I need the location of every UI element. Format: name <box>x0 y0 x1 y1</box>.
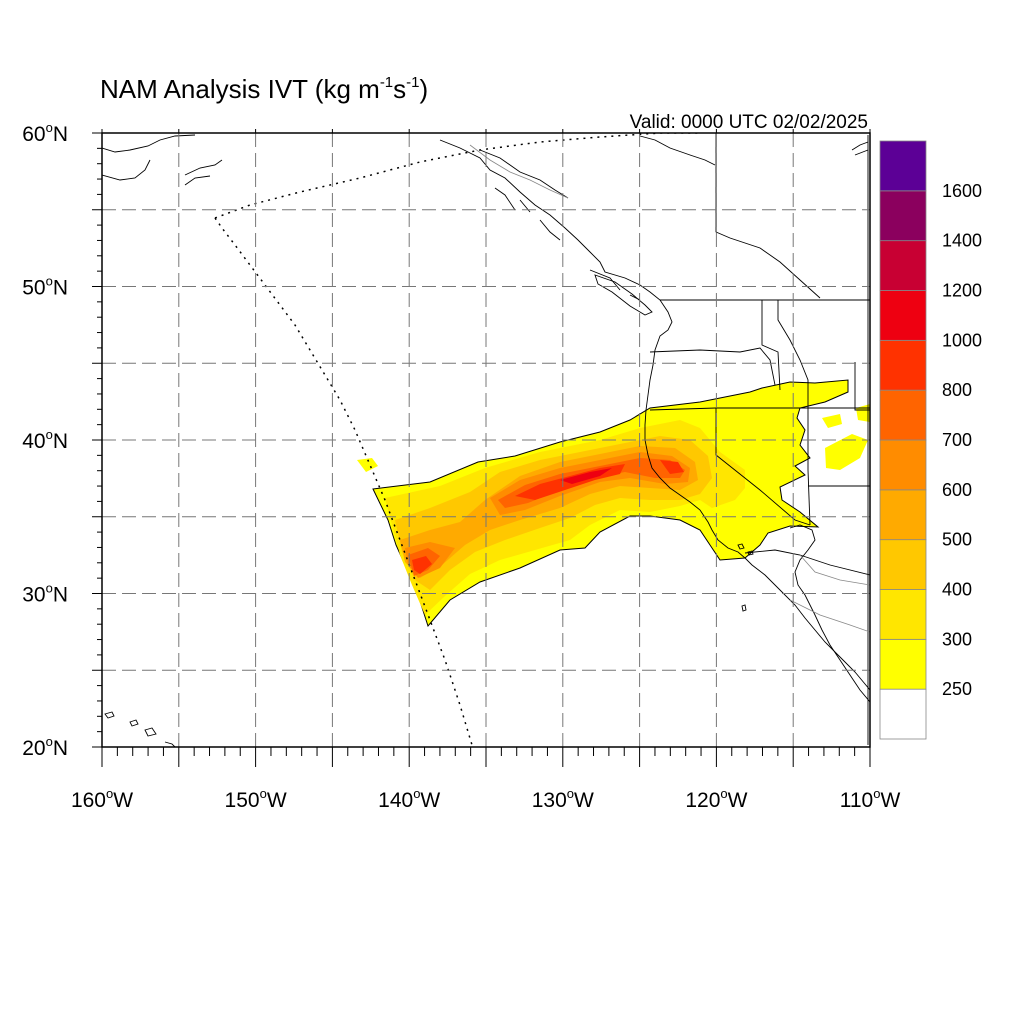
longitude-labels: 160oW 150oW 140oW 130oW 120oW 110oW <box>71 786 901 812</box>
coastline-hudson-bay-edge <box>851 141 869 156</box>
colorbar-label: 700 <box>942 430 972 450</box>
coastline-hawaii-3 <box>144 727 157 737</box>
lon-tick-label: 120oW <box>685 786 747 812</box>
degree-symbol: o <box>46 734 53 749</box>
degree-symbol: o <box>46 274 53 289</box>
ivt-contour-500 <box>400 446 698 578</box>
degree-symbol: o <box>46 427 53 442</box>
border-wa-or <box>649 347 776 386</box>
colorbar-label: 1200 <box>942 281 982 301</box>
border-canada-provinces <box>715 133 821 391</box>
border-ut <box>808 362 870 487</box>
valid-time-label: Valid: 0000 UTC 02/02/2025 <box>630 112 868 133</box>
colorbar-swatch <box>879 489 927 541</box>
coastline-alaska-west <box>102 159 151 181</box>
latitude-labels: 60oN 50oN 40oN 30oN 20oN <box>22 120 68 760</box>
ivt-blob-west <box>357 458 378 472</box>
coastline-gulf-of-california <box>789 524 870 703</box>
coastline-hawaii-2 <box>129 719 139 727</box>
coastline-channel-islands <box>737 543 754 612</box>
lat-tick-label: 40oN <box>22 427 68 453</box>
ivt-blob-east-1 <box>822 414 842 428</box>
border-mexico-states-grey <box>789 554 870 633</box>
colorbar-label: 800 <box>942 380 972 400</box>
border-nv-az <box>807 408 811 526</box>
colorbar-swatch <box>879 389 927 441</box>
colorbar-swatch <box>879 638 927 690</box>
colorbar-label: 400 <box>942 580 972 600</box>
colorbar-label: 300 <box>942 629 972 649</box>
colorbar <box>879 140 927 740</box>
grey-borders <box>469 144 870 633</box>
lon-tick-label: 130oW <box>532 786 594 812</box>
colorbar-label: 1000 <box>942 330 982 350</box>
coastline-vancouver-island <box>594 274 653 316</box>
lat-tick-label: 60oN <box>22 120 68 146</box>
coastline-alaska-islands <box>184 159 223 186</box>
colorbar-swatch <box>879 339 927 391</box>
degree-symbol: o <box>873 786 880 801</box>
plot-area <box>102 133 870 747</box>
degree-symbol: o <box>46 120 53 135</box>
lon-tick-label: 160oW <box>71 786 133 812</box>
colorbar-swatch <box>879 190 927 242</box>
lat-tick-label: 50oN <box>22 274 68 300</box>
coastline-hawaii-4 <box>164 741 176 747</box>
lat-tick-label: 20oN <box>22 734 68 760</box>
border-alaska-canada <box>479 149 569 199</box>
nam-domain-boundary <box>214 133 700 746</box>
ivt-contour-700 <box>408 458 685 576</box>
ivt-blob-east-3 <box>856 404 870 422</box>
ivt-contour-1000 <box>560 468 612 484</box>
colorbar-label: 250 <box>942 679 972 699</box>
degree-symbol: o <box>567 786 574 801</box>
coastline-hawaii-1 <box>104 711 115 719</box>
lon-tick-label: 140oW <box>378 786 440 812</box>
coastline-alaska-top <box>102 134 196 153</box>
degree-symbol: o <box>46 581 53 596</box>
border-id <box>777 300 809 408</box>
ivt-contour-800 <box>412 460 684 574</box>
colorbar-swatch <box>879 240 927 291</box>
coastlines <box>102 134 870 747</box>
coastline-bc-inlets <box>494 187 641 301</box>
border-us-mexico <box>744 549 870 576</box>
coastline-north-america <box>439 135 870 691</box>
colorbar-swatch <box>879 539 927 590</box>
degree-symbol: o <box>720 786 727 801</box>
ivt-blob-east-2 <box>825 434 868 470</box>
colorbar-swatch <box>879 439 927 491</box>
grid-lines <box>102 133 870 747</box>
map-title: NAM Analysis IVT (kg m-1s-1) <box>100 74 428 104</box>
colorbar-label: 1400 <box>942 231 982 251</box>
lon-tick-label: 150oW <box>225 786 287 812</box>
colorbar-labels: 250 300 400 500 600 700 800 1000 1200 1400 1600 <box>942 181 982 699</box>
colorbar-label: 1600 <box>942 181 982 201</box>
ivt-field <box>357 379 870 628</box>
axis-ticks <box>92 129 871 767</box>
lat-tick-label: 30oN <box>22 581 68 607</box>
colorbar-swatch <box>879 589 927 640</box>
degree-symbol: o <box>260 786 267 801</box>
colorbar-label: 500 <box>942 530 972 550</box>
colorbar-label: 600 <box>942 480 972 500</box>
degree-symbol: o <box>413 786 420 801</box>
colorbar-swatch <box>879 290 927 341</box>
border-bc-coast-grey <box>469 144 569 199</box>
colorbar-swatch <box>879 688 927 740</box>
colorbar-swatch <box>879 140 927 192</box>
degree-symbol: o <box>106 786 113 801</box>
lon-tick-label: 110oW <box>840 786 901 812</box>
